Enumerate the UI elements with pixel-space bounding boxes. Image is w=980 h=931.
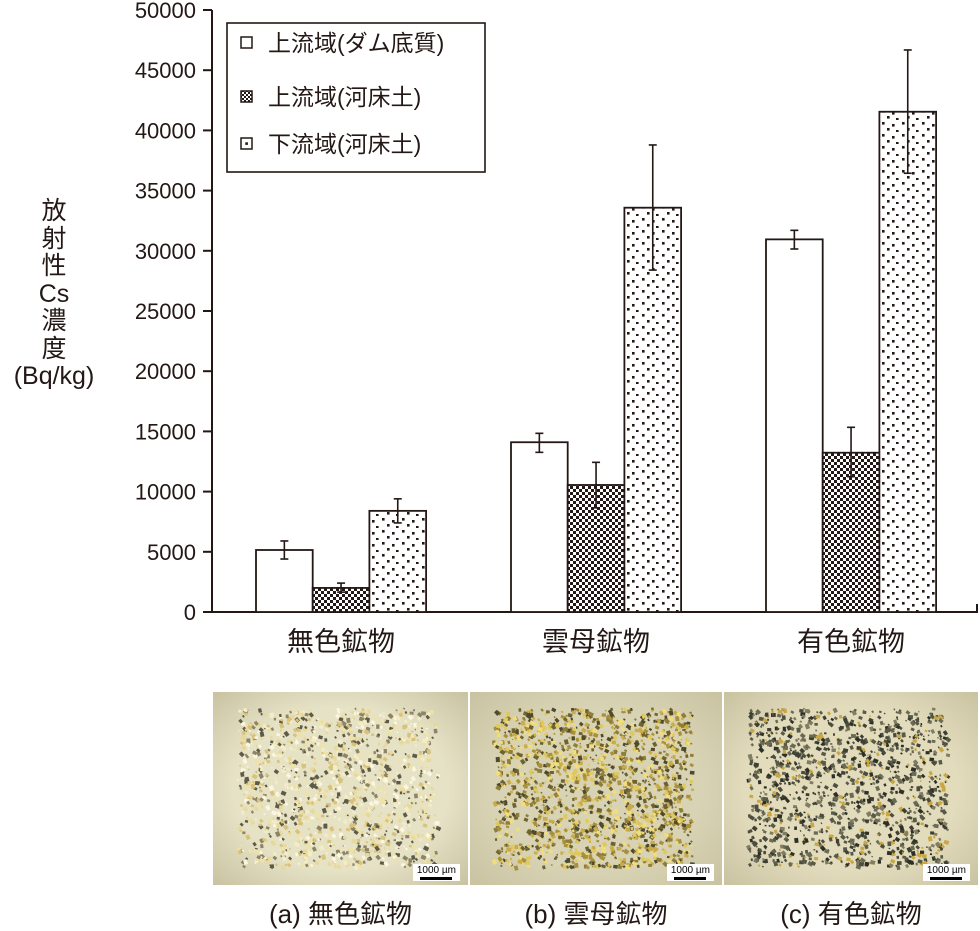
y-tick-label: 10000 (135, 480, 196, 505)
legend-swatch-checker (240, 90, 253, 103)
y-axis-label-line: 度 (41, 334, 67, 363)
bar-group (765, 49, 938, 613)
y-axis-label-line: 放 (41, 197, 67, 225)
legend-label: 上流域(河床土) (268, 84, 421, 110)
scale-bar: 1000 µm (412, 864, 460, 881)
error-bar (535, 432, 544, 454)
y-axis-label-line: 射 (41, 224, 67, 253)
x-category-label: 有色鉱物 (797, 627, 905, 657)
y-axis-label-line: 性 (41, 252, 67, 280)
y-axis-label-line: Cs (38, 279, 70, 308)
error-bar (903, 49, 912, 175)
axes: 0 5000 10000 15000 20000 25000 30000 35000 40000… (135, 0, 978, 625)
y-axis-label-line: (Bq/kg) (13, 362, 95, 390)
bar (821, 451, 881, 613)
legend-item-upstream-riverbed: 上流域(河床土) (240, 84, 421, 110)
photo-mica-minerals: 1000 µm (470, 692, 722, 885)
bar-group (255, 498, 427, 613)
y-tick-label: 30000 (135, 239, 196, 264)
legend-label: 下流域(河床土) (268, 131, 421, 157)
legend-swatch-white (240, 36, 253, 49)
y-tick-label: 20000 (135, 359, 196, 384)
photo-colorless-minerals: 1000 µm (213, 692, 468, 885)
bar (765, 238, 824, 613)
photo-caption-a: (a) 無色鉱物 (268, 899, 412, 929)
error-bar (337, 582, 346, 593)
y-axis-label-line: 濃 (41, 307, 67, 335)
bar (510, 441, 569, 613)
scale-bar: 1000 µm (922, 864, 970, 881)
bar (623, 206, 683, 613)
error-bar (393, 498, 402, 524)
bar (255, 549, 314, 613)
legend-label: 上流域(ダム底質) (268, 30, 444, 56)
error-bar (790, 229, 799, 250)
bar (878, 110, 938, 613)
legend: 上流域(ダム底質) 上流域(河床土) 下流域(河床土) (226, 22, 486, 173)
photo-colored-minerals: 1000 µm (724, 692, 978, 885)
y-tick-label: 35000 (135, 179, 196, 204)
y-tick-label: 0 (184, 600, 196, 625)
error-bar (847, 426, 856, 478)
y-tick-label: 40000 (135, 118, 196, 143)
error-bar (280, 540, 289, 560)
micrograph-image (213, 692, 468, 885)
x-category-labels: 無色鉱物 雲母鉱物 有色鉱物 (287, 627, 905, 657)
y-tick-label: 25000 (135, 299, 196, 324)
y-axis-label: 放射性 Cs 濃度 (Bq/kg) (0, 197, 108, 391)
error-bar (648, 144, 657, 271)
bar-group (510, 144, 683, 613)
bar-chart: 0 5000 10000 15000 20000 25000 30000 35000 40000… (135, 0, 978, 657)
legend-item-downstream-riverbed: 下流域(河床土) (240, 131, 421, 157)
y-tick-label: 50000 (135, 0, 196, 23)
x-category-label: 無色鉱物 (287, 627, 395, 657)
error-bar (592, 461, 601, 509)
scale-bar: 1000 µm (666, 864, 714, 881)
photo-caption-b: (b) 雲母鉱物 (524, 899, 668, 929)
y-tick-label: 5000 (147, 540, 196, 565)
legend-item-upstream-dam: 上流域(ダム底質) (240, 30, 444, 56)
bar (368, 509, 427, 613)
y-tick-label: 45000 (135, 58, 196, 83)
micrograph-image (724, 692, 978, 885)
micrograph-image (470, 692, 722, 885)
photo-caption-c: (c) 有色鉱物 (780, 899, 922, 929)
y-tick-label: 15000 (135, 419, 196, 444)
x-category-label: 雲母鉱物 (542, 627, 650, 657)
bars (255, 49, 938, 613)
